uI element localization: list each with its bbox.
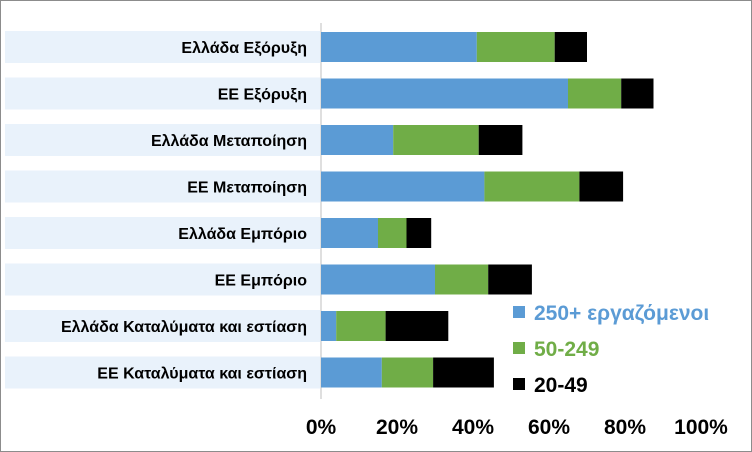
legend-label: 20-49: [534, 374, 588, 397]
x-tick-label: 40%: [452, 416, 494, 439]
bar-segment: [435, 264, 489, 295]
x-tick-label: 80%: [604, 416, 646, 439]
legend-label: 50-249: [534, 338, 599, 361]
bar-segment: [321, 125, 394, 155]
x-tick-label: 20%: [376, 416, 418, 439]
category-band: [5, 310, 320, 342]
category-band: [5, 170, 320, 203]
category-band: [5, 356, 320, 389]
bar-segment: [433, 357, 494, 388]
bar-segment: [488, 264, 532, 295]
category-label: Ελλάδα Μεταποίηση: [151, 133, 307, 150]
category-band: [5, 217, 320, 249]
category-band: [5, 31, 320, 63]
category-band: [5, 77, 320, 110]
bar-segment: [393, 125, 479, 155]
x-tick-label: 0%: [306, 416, 337, 439]
category-label: ΕΕ Εμπόριο: [215, 273, 308, 290]
category-label: Ελλάδα Εξόρυξη: [181, 40, 307, 57]
bar-segment: [378, 218, 407, 248]
bar-segment: [381, 357, 434, 388]
legend-swatch: [513, 378, 525, 390]
bar-segment: [568, 78, 622, 109]
legend-swatch: [513, 306, 525, 318]
x-tick-label: 60%: [528, 416, 570, 439]
bar-segment: [321, 171, 485, 202]
bar-segment: [385, 311, 449, 341]
bar-segment: [478, 125, 523, 155]
bar-segment: [336, 311, 386, 341]
category-band: [5, 263, 320, 296]
bar-segment: [621, 78, 654, 109]
bar-segment: [321, 311, 337, 341]
bar-segment: [321, 78, 568, 109]
bar-segment: [321, 357, 382, 388]
category-label: Ελλάδα Καταλύματα και εστίαση: [61, 319, 307, 336]
legend-swatch: [513, 342, 525, 354]
category-band: [5, 124, 320, 156]
bar-segment: [321, 218, 378, 248]
category-label: ΕΕ Εξόρυξη: [218, 87, 307, 104]
bar-segment: [484, 171, 580, 202]
bar-segment: [579, 171, 624, 202]
category-label: ΕΕ Καταλύματα και εστίαση: [97, 366, 307, 383]
bar-segment: [321, 264, 435, 295]
category-label: ΕΕ Μεταποίηση: [187, 180, 307, 197]
legend-label: 250+ εργαζόμενοι: [534, 302, 709, 325]
category-label: Ελλάδα Εμπόριο: [178, 226, 307, 243]
bar-segment: [406, 218, 432, 248]
bar-segment: [476, 32, 555, 62]
x-tick-label: 100%: [674, 416, 728, 439]
bar-segment: [321, 32, 477, 62]
bar-segment: [554, 32, 587, 62]
